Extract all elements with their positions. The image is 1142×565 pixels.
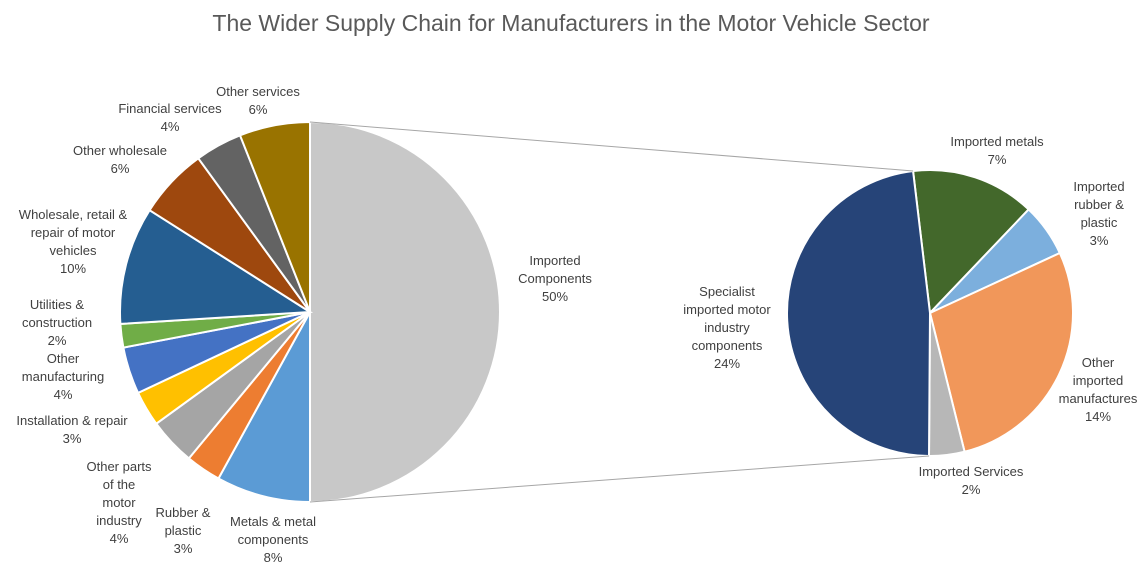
data-label-name: Other wholesale <box>73 143 167 158</box>
data-label: Imported Components 50% <box>465 252 645 306</box>
data-label: Wholesale, retail & repair of motor vehi… <box>0 206 163 278</box>
data-label-value: 3% <box>62 431 82 446</box>
data-label: Imported rubber & plastic 3% <box>1009 178 1142 250</box>
chart-title: The Wider Supply Chain for Manufacturers… <box>212 10 930 36</box>
data-label-value: 2% <box>47 333 67 348</box>
pie-slice <box>119 208 314 325</box>
data-label-name: Financial services <box>118 101 222 116</box>
data-label-value: 2% <box>961 482 981 497</box>
data-label-name: Specialist imported motor industry compo… <box>683 284 771 353</box>
pie-slice <box>911 169 1031 316</box>
data-label: Other manufacturing 4% <box>0 350 153 404</box>
data-label-name: Imported Services <box>918 464 1024 479</box>
data-label: Other imported manufactures 14% <box>1008 354 1142 426</box>
data-label-value: 3% <box>173 541 193 556</box>
data-label-name: Other imported manufactures <box>1058 355 1138 406</box>
data-label-value: 4% <box>109 531 129 546</box>
data-label-value: 4% <box>160 119 180 134</box>
data-label-value: 50% <box>541 289 569 304</box>
pie-slice <box>238 120 311 313</box>
data-label-value: 24% <box>713 356 741 371</box>
data-label-name: Other manufacturing <box>21 351 105 384</box>
pie-slice <box>309 120 501 504</box>
data-label: Other parts of the motor industry 4% <box>29 458 209 548</box>
data-label-name: Metals & metal components <box>230 514 316 547</box>
data-label-name: Other services <box>216 84 300 99</box>
data-label-value: 14% <box>1084 409 1112 424</box>
pie-slice <box>217 311 311 504</box>
data-label-name: Installation & repair <box>16 413 128 428</box>
data-label-name: Imported Components <box>518 253 592 286</box>
data-label: Imported Services 2% <box>881 463 1061 499</box>
connector-line <box>309 121 914 172</box>
data-label: Specialist imported motor industry compo… <box>637 283 817 373</box>
connector-line <box>309 455 930 503</box>
data-label: Utilities & construction 2% <box>0 296 147 350</box>
data-label-name: Imported metals <box>950 134 1044 149</box>
data-label-value: 3% <box>1089 233 1109 248</box>
data-label-value: 7% <box>987 152 1007 167</box>
data-label: Metals & metal components 8% <box>183 513 363 565</box>
data-label-name: Utilities & construction <box>21 297 93 330</box>
data-label-name: Rubber & plastic <box>155 505 211 538</box>
data-label-name: Imported rubber & plastic <box>1073 179 1125 230</box>
data-label-value: 6% <box>248 102 268 117</box>
data-label: Imported metals 7% <box>907 133 1087 169</box>
data-label: Financial services 4% <box>80 100 260 136</box>
data-label: Installation & repair 3% <box>0 412 162 448</box>
pie-slice <box>786 169 932 458</box>
data-label-name: Other parts of the motor industry <box>86 459 152 528</box>
data-label-name: Wholesale, retail & repair of motor vehi… <box>18 207 128 258</box>
data-label-value: 8% <box>263 550 283 565</box>
data-label-value: 4% <box>53 387 73 402</box>
pie-slice <box>928 251 1074 453</box>
data-label: Other wholesale 6% <box>30 142 210 178</box>
data-label: Other services 6% <box>168 83 348 119</box>
data-label-value: 6% <box>110 161 130 176</box>
data-label: Rubber & plastic 3% <box>93 504 273 558</box>
data-label-value: 10% <box>59 261 87 276</box>
